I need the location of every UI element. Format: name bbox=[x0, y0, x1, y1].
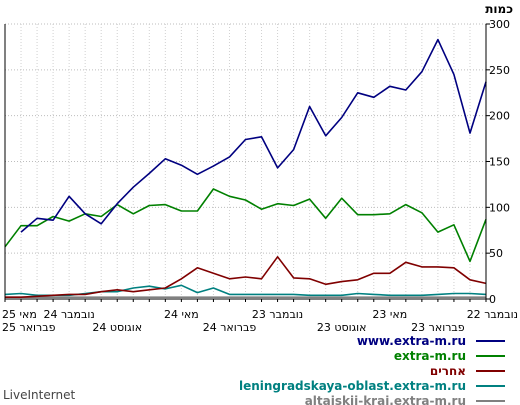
y-tick-label: 300 bbox=[489, 18, 510, 31]
legend: www.extra-m.ruextra-m.ruאחריםleningradsk… bbox=[239, 334, 505, 405]
x-tick-label: 22 נובמבר bbox=[467, 308, 518, 321]
y-axis-label: כמות bbox=[485, 2, 513, 16]
y-tick-label: 200 bbox=[489, 110, 510, 123]
series-line bbox=[5, 255, 487, 299]
legend-label: אחרים bbox=[430, 364, 466, 378]
x-tick-label: 23 אוגוסט bbox=[317, 321, 367, 334]
y-tick-label: 250 bbox=[489, 64, 510, 77]
y-tick-label: 0 bbox=[489, 293, 496, 306]
y-tick-labels: 0 50 100 150 200 250 300 bbox=[489, 18, 510, 306]
x-tick-label: 25 מאי bbox=[2, 308, 37, 321]
x-tick-label: 24 מאי bbox=[164, 308, 199, 321]
y-tick-label: 100 bbox=[489, 201, 510, 214]
x-tick-label: 25 פברואר bbox=[2, 321, 56, 334]
x-tick-label: 24 פברואר bbox=[203, 321, 257, 334]
y-tick-label: 50 bbox=[489, 247, 503, 260]
watermark-text: LiveInternet bbox=[3, 388, 75, 402]
x-tick-label: 24 נובמבר bbox=[43, 308, 94, 321]
x-tick-label: 23 פברואר bbox=[411, 321, 465, 334]
legend-label: leningradskaya-oblast.extra-m.ru bbox=[239, 379, 466, 393]
y-tick-label: 150 bbox=[489, 156, 510, 169]
series-line bbox=[20, 38, 487, 233]
series-lines bbox=[4, 38, 487, 299]
legend-label: altajskij-kraj.extra-m.ru bbox=[305, 394, 466, 405]
legend-label: extra-m.ru bbox=[394, 349, 466, 363]
x-tick-label: 23 נובמבר bbox=[252, 308, 303, 321]
x-tick-label: 24 אוגוסט bbox=[92, 321, 142, 334]
legend-label: www.extra-m.ru bbox=[357, 334, 466, 348]
series-line bbox=[4, 284, 487, 297]
plot-frame bbox=[4, 23, 490, 302]
x-tick-label: 23 מאי bbox=[372, 308, 407, 321]
